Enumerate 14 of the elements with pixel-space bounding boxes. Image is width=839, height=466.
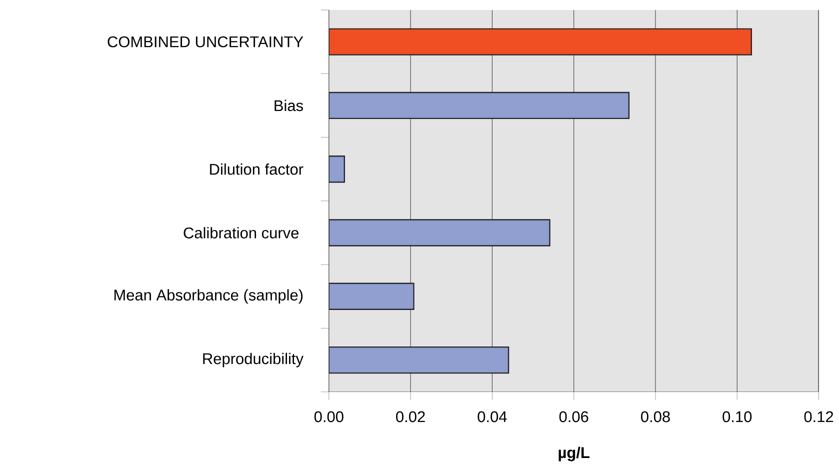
x-tick-label: 0.10 bbox=[722, 411, 752, 422]
x-axis-title: µg/L bbox=[558, 446, 590, 462]
y-tick-label: Bias bbox=[274, 100, 303, 111]
x-tick-label: 0.02 bbox=[396, 411, 425, 422]
y-tick-label: Dilution factor bbox=[210, 163, 304, 175]
x-tick-label: 0.06 bbox=[559, 411, 588, 422]
y-tick-label: Calibration curve bbox=[184, 226, 299, 238]
y-tick-label: Mean Absorbance (sample) bbox=[114, 288, 303, 304]
y-tick-label: Reproducibility bbox=[203, 352, 304, 368]
x-tick-label: 0.04 bbox=[478, 411, 507, 422]
x-tick-label: 0.12 bbox=[804, 411, 834, 422]
x-tick-label: 0.00 bbox=[314, 411, 344, 422]
y-tick-label: COMBINED UNCERTAINTY bbox=[108, 36, 304, 48]
x-tick-label: 0.08 bbox=[641, 411, 670, 422]
